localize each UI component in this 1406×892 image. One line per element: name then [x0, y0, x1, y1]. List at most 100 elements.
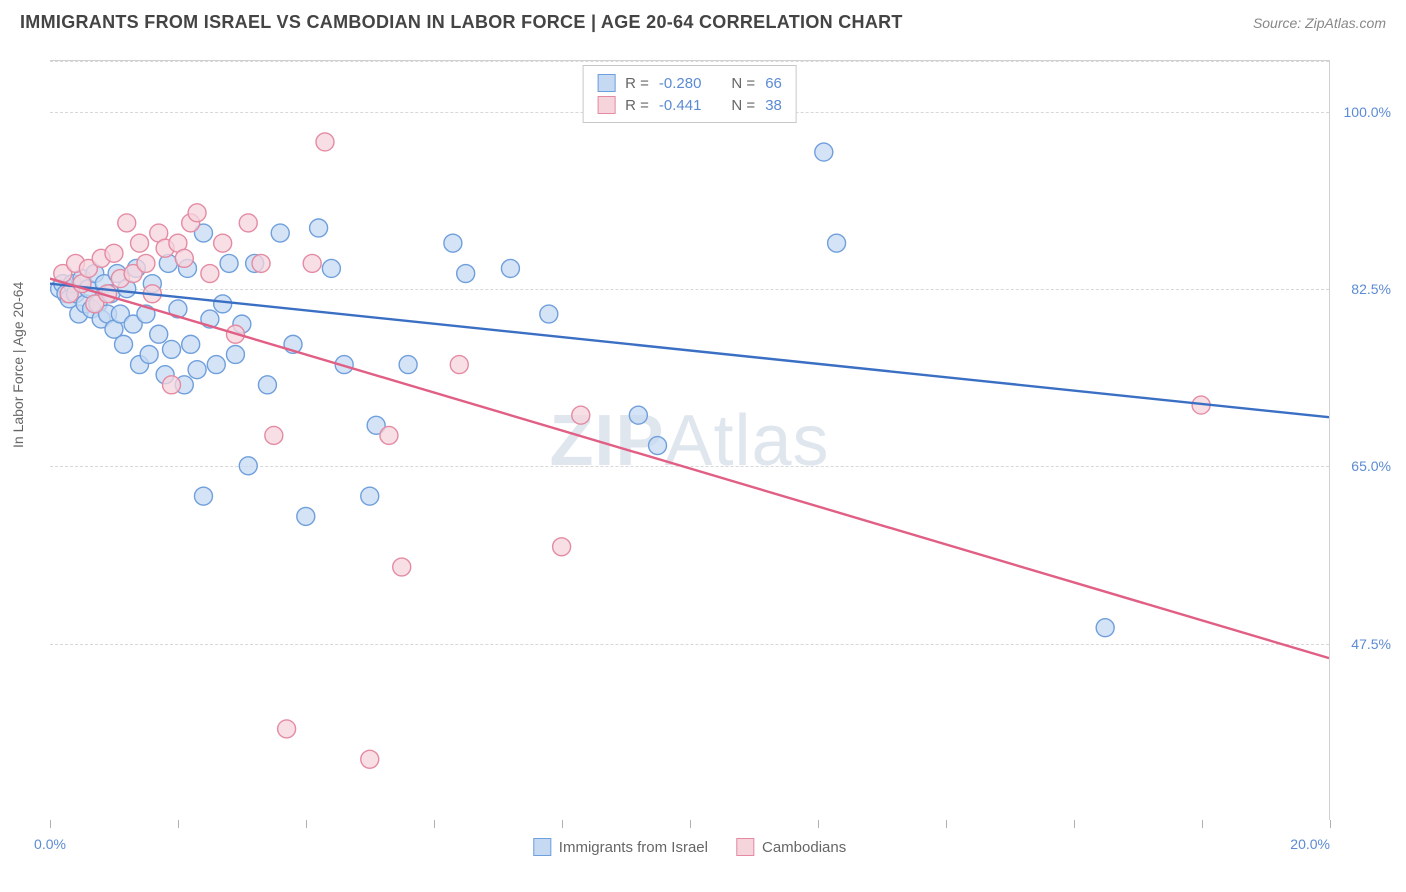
xtick-label: 20.0% [1290, 836, 1330, 852]
data-point-cambodia [252, 254, 270, 272]
xtick-label: 0.0% [34, 836, 66, 852]
data-point-israel [335, 356, 353, 374]
data-point-israel [629, 406, 647, 424]
data-point-cambodia [169, 234, 187, 252]
xtick [178, 820, 179, 828]
data-point-cambodia [79, 259, 97, 277]
ytick-label: 47.5% [1351, 636, 1391, 652]
data-point-cambodia [239, 214, 257, 232]
data-point-israel [201, 310, 219, 328]
data-point-cambodia [182, 214, 200, 232]
data-point-israel [226, 345, 244, 363]
data-point-israel [163, 340, 181, 358]
n-value-cambodia: 38 [765, 97, 782, 114]
xtick [306, 820, 307, 828]
data-point-israel [214, 295, 232, 313]
data-point-israel [124, 315, 142, 333]
data-point-israel [102, 285, 120, 303]
data-point-cambodia [118, 214, 136, 232]
data-point-cambodia [137, 254, 155, 272]
xtick [946, 820, 947, 828]
legend-item-israel: Immigrants from Israel [533, 838, 708, 856]
data-point-cambodia [124, 265, 142, 283]
data-point-cambodia [67, 254, 85, 272]
data-point-israel [367, 416, 385, 434]
data-point-cambodia [60, 285, 78, 303]
xtick [1074, 820, 1075, 828]
data-point-israel [105, 320, 123, 338]
regression-line-israel [50, 284, 1329, 418]
data-point-israel [828, 234, 846, 252]
data-point-cambodia [175, 249, 193, 267]
swatch-israel [597, 74, 615, 92]
data-point-israel [108, 265, 126, 283]
gridline [50, 289, 1329, 290]
xtick [434, 820, 435, 828]
data-point-israel [99, 305, 117, 323]
swatch-israel [533, 838, 551, 856]
stats-legend: R = -0.280 N = 66 R = -0.441 N = 38 [582, 65, 797, 123]
data-point-cambodia [226, 325, 244, 343]
data-point-israel [188, 361, 206, 379]
xtick [50, 820, 51, 828]
title-bar: IMMIGRANTS FROM ISRAEL VS CAMBODIAN IN L… [0, 0, 1406, 41]
data-point-israel [310, 219, 328, 237]
stats-row-cambodia: R = -0.441 N = 38 [597, 94, 782, 116]
legend-label-israel: Immigrants from Israel [559, 839, 708, 856]
swatch-cambodia [597, 96, 615, 114]
data-point-israel [271, 224, 289, 242]
data-point-israel [194, 487, 212, 505]
gridline [50, 644, 1329, 645]
data-point-cambodia [380, 426, 398, 444]
n-label: N = [731, 97, 755, 114]
data-point-cambodia [92, 249, 110, 267]
r-value-cambodia: -0.441 [659, 97, 702, 114]
data-point-israel [131, 356, 149, 374]
legend-label-cambodia: Cambodians [762, 839, 846, 856]
data-point-cambodia [143, 285, 161, 303]
data-point-israel [175, 376, 193, 394]
data-point-cambodia [54, 265, 72, 283]
data-point-israel [140, 345, 158, 363]
chart-plot-area: ZIPAtlas 47.5%65.0%82.5%100.0% 0.0%20.0%… [50, 60, 1330, 820]
legend-item-cambodia: Cambodians [736, 838, 846, 856]
data-point-israel [156, 366, 174, 384]
data-point-cambodia [131, 234, 149, 252]
data-point-israel [86, 265, 104, 283]
data-point-israel [115, 335, 133, 353]
data-point-israel [92, 310, 110, 328]
r-label: R = [625, 75, 649, 92]
y-axis-label: In Labor Force | Age 20-64 [10, 282, 26, 448]
data-point-israel [150, 325, 168, 343]
stats-row-israel: R = -0.280 N = 66 [597, 72, 782, 94]
gridline [50, 466, 1329, 467]
data-point-israel [70, 305, 88, 323]
regression-line-cambodia [50, 279, 1329, 658]
data-point-israel [649, 437, 667, 455]
data-point-cambodia [303, 254, 321, 272]
n-value-israel: 66 [765, 75, 782, 92]
data-point-cambodia [393, 558, 411, 576]
n-label: N = [731, 75, 755, 92]
data-point-cambodia [105, 244, 123, 262]
data-point-cambodia [361, 750, 379, 768]
xtick [818, 820, 819, 828]
ytick-label: 82.5% [1351, 281, 1391, 297]
data-point-israel [73, 270, 91, 288]
data-point-israel [57, 285, 75, 303]
source-label: Source: ZipAtlas.com [1253, 15, 1386, 31]
r-label: R = [625, 97, 649, 114]
ytick-label: 100.0% [1344, 104, 1391, 120]
data-point-israel [76, 295, 94, 313]
chart-title: IMMIGRANTS FROM ISRAEL VS CAMBODIAN IN L… [20, 12, 903, 33]
data-point-cambodia [188, 204, 206, 222]
data-point-israel [457, 265, 475, 283]
data-point-israel [233, 315, 251, 333]
data-point-israel [67, 285, 85, 303]
data-point-cambodia [99, 285, 117, 303]
data-point-cambodia [156, 239, 174, 257]
data-point-israel [258, 376, 276, 394]
ytick-label: 65.0% [1351, 458, 1391, 474]
data-point-cambodia [86, 295, 104, 313]
data-point-israel [127, 259, 145, 277]
